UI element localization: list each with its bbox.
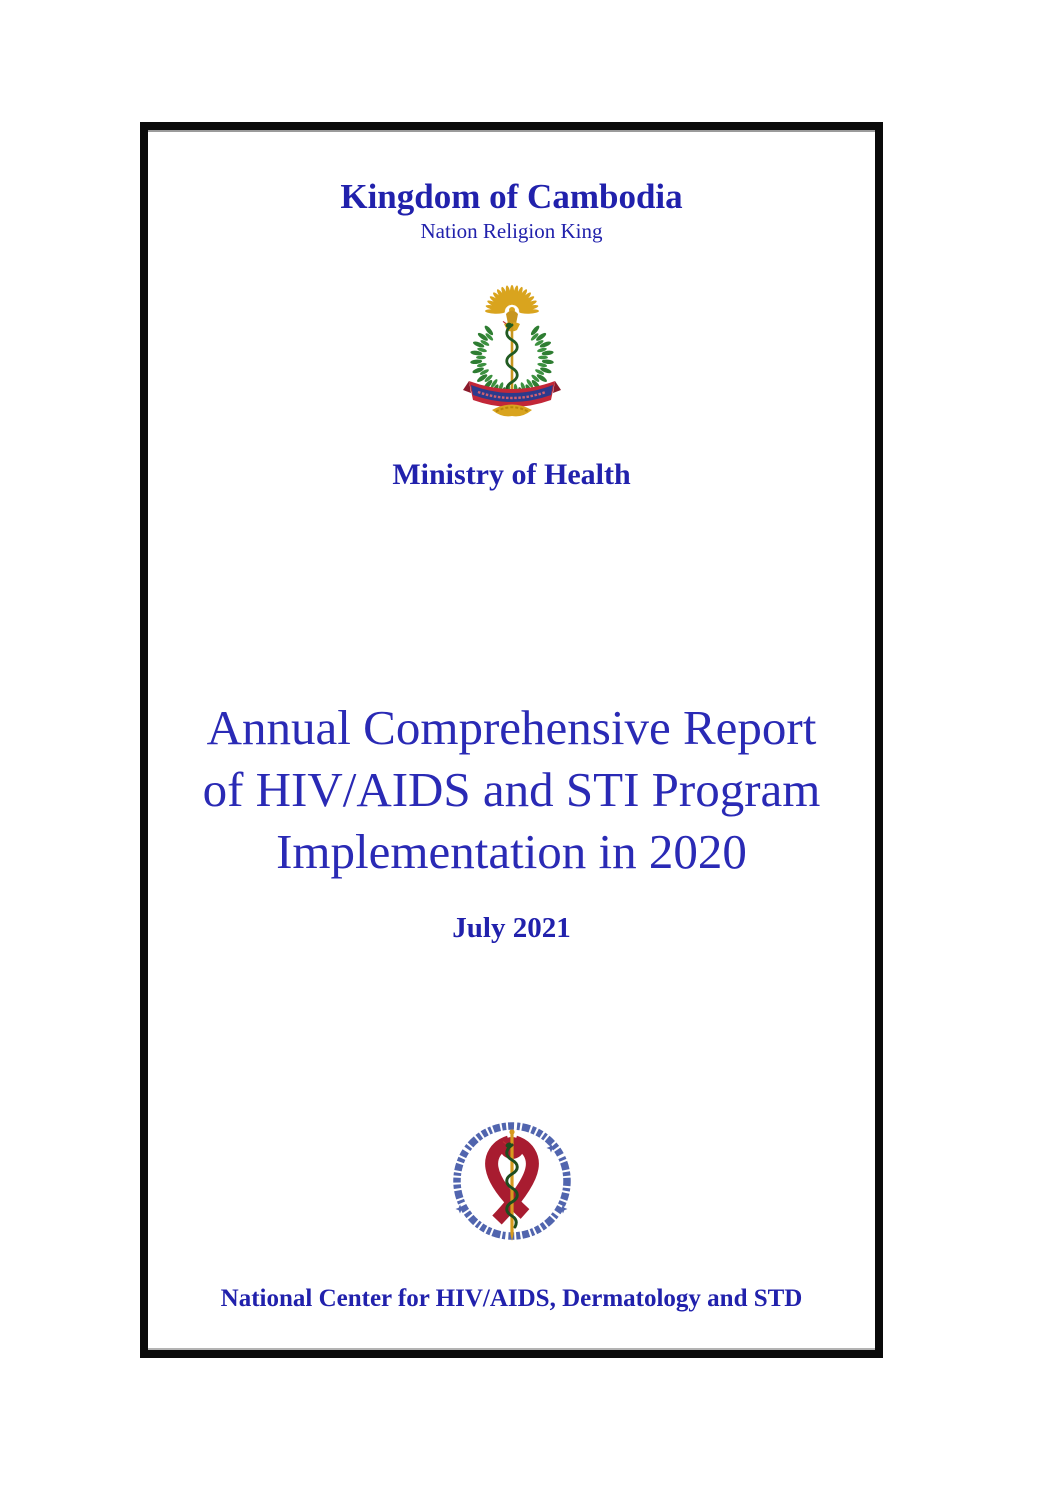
staff-and-snake [502, 1129, 519, 1241]
nchads-logo-icon [446, 1117, 578, 1259]
sunburst-rays [484, 285, 539, 315]
report-title-line-3: Implementation in 2020 [276, 824, 747, 879]
organization-name: National Center for HIV/AIDS, Dermatolog… [220, 1285, 803, 1312]
publication-date: July 2021 [452, 912, 571, 944]
page-border: Kingdom of Cambodia Nation Religion King [140, 122, 883, 1358]
report-title-line-1: Annual Comprehensive Report [206, 700, 817, 755]
khmer-banner [462, 381, 561, 407]
report-title: Annual Comprehensive Report of HIV/AIDS … [148, 697, 875, 883]
ministry-of-health-emblem-icon [456, 280, 568, 420]
report-title-line-2: of HIV/AIDS and STI Program [202, 762, 821, 817]
ministry-title: Ministry of Health [392, 458, 631, 491]
national-motto: Nation Religion King [420, 219, 603, 243]
gold-base-ornament [491, 404, 532, 417]
kingdom-title: Kingdom of Cambodia [340, 177, 683, 216]
rod-of-asclepius [502, 316, 519, 393]
